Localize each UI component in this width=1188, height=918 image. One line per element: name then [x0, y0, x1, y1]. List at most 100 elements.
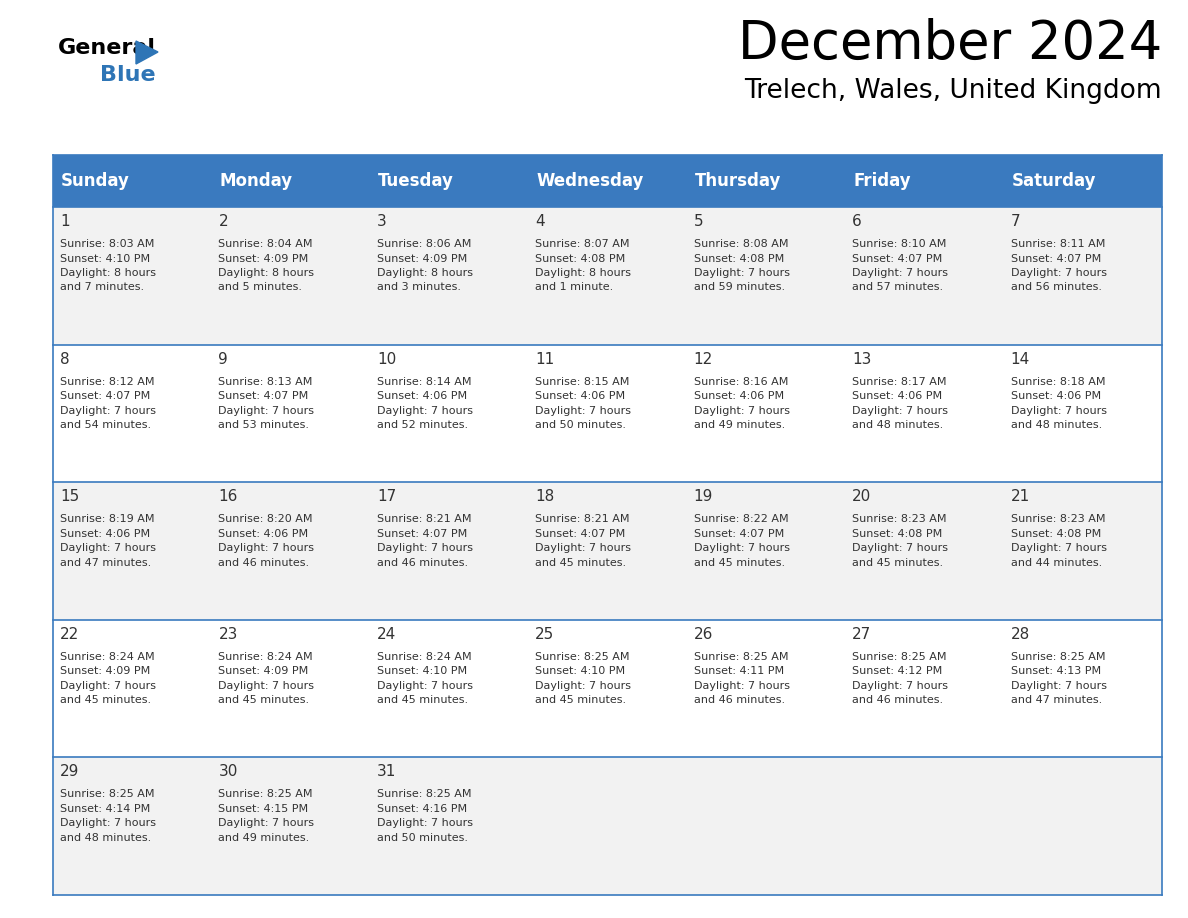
Text: 10: 10: [377, 352, 396, 366]
Text: and 1 minute.: and 1 minute.: [536, 283, 613, 293]
Text: and 57 minutes.: and 57 minutes.: [852, 283, 943, 293]
Text: Daylight: 7 hours: Daylight: 7 hours: [694, 681, 790, 691]
Text: and 46 minutes.: and 46 minutes.: [852, 695, 943, 705]
Text: and 56 minutes.: and 56 minutes.: [1011, 283, 1101, 293]
Text: 16: 16: [219, 489, 238, 504]
Bar: [53, 155, 1162, 207]
Text: Thursday: Thursday: [695, 172, 781, 190]
Bar: [53, 620, 1162, 757]
Text: Sunset: 4:09 PM: Sunset: 4:09 PM: [61, 666, 150, 677]
Text: 17: 17: [377, 489, 396, 504]
Text: Sunrise: 8:13 AM: Sunrise: 8:13 AM: [219, 376, 312, 386]
Text: Sunset: 4:09 PM: Sunset: 4:09 PM: [377, 253, 467, 263]
Text: Sunset: 4:07 PM: Sunset: 4:07 PM: [219, 391, 309, 401]
Text: Daylight: 7 hours: Daylight: 7 hours: [852, 543, 948, 554]
Text: and 47 minutes.: and 47 minutes.: [1011, 695, 1101, 705]
Text: Sunset: 4:06 PM: Sunset: 4:06 PM: [536, 391, 625, 401]
Text: 11: 11: [536, 352, 555, 366]
Text: Sunset: 4:07 PM: Sunset: 4:07 PM: [61, 391, 150, 401]
Text: and 47 minutes.: and 47 minutes.: [61, 558, 151, 567]
Text: Sunrise: 8:25 AM: Sunrise: 8:25 AM: [694, 652, 788, 662]
Text: Friday: Friday: [853, 172, 911, 190]
Text: 8: 8: [61, 352, 70, 366]
Text: Sunset: 4:07 PM: Sunset: 4:07 PM: [377, 529, 467, 539]
Text: 30: 30: [219, 765, 238, 779]
Text: Daylight: 7 hours: Daylight: 7 hours: [377, 543, 473, 554]
Text: Sunrise: 8:18 AM: Sunrise: 8:18 AM: [1011, 376, 1105, 386]
Text: Daylight: 8 hours: Daylight: 8 hours: [219, 268, 315, 278]
Text: Daylight: 7 hours: Daylight: 7 hours: [377, 819, 473, 828]
Text: Sunrise: 8:04 AM: Sunrise: 8:04 AM: [219, 239, 312, 249]
Text: 27: 27: [852, 627, 871, 642]
Text: Sunset: 4:16 PM: Sunset: 4:16 PM: [377, 804, 467, 814]
Text: and 52 minutes.: and 52 minutes.: [377, 420, 468, 431]
Text: Daylight: 7 hours: Daylight: 7 hours: [61, 681, 156, 691]
Text: Daylight: 7 hours: Daylight: 7 hours: [219, 819, 315, 828]
Text: Sunset: 4:06 PM: Sunset: 4:06 PM: [377, 391, 467, 401]
Text: Sunrise: 8:21 AM: Sunrise: 8:21 AM: [536, 514, 630, 524]
Text: Sunset: 4:10 PM: Sunset: 4:10 PM: [377, 666, 467, 677]
Text: Sunset: 4:09 PM: Sunset: 4:09 PM: [219, 253, 309, 263]
Text: Sunset: 4:07 PM: Sunset: 4:07 PM: [1011, 253, 1101, 263]
Text: Sunrise: 8:17 AM: Sunrise: 8:17 AM: [852, 376, 947, 386]
Text: 13: 13: [852, 352, 872, 366]
Text: 22: 22: [61, 627, 80, 642]
Text: and 53 minutes.: and 53 minutes.: [219, 420, 309, 431]
Bar: [53, 207, 1162, 344]
Text: Sunset: 4:06 PM: Sunset: 4:06 PM: [61, 529, 150, 539]
Text: Sunset: 4:06 PM: Sunset: 4:06 PM: [852, 391, 942, 401]
Text: 31: 31: [377, 765, 397, 779]
Text: 20: 20: [852, 489, 871, 504]
Bar: [53, 482, 1162, 620]
Text: Daylight: 7 hours: Daylight: 7 hours: [61, 406, 156, 416]
Text: Sunrise: 8:25 AM: Sunrise: 8:25 AM: [1011, 652, 1105, 662]
Text: Daylight: 7 hours: Daylight: 7 hours: [536, 406, 631, 416]
Text: Sunrise: 8:20 AM: Sunrise: 8:20 AM: [219, 514, 312, 524]
Text: Sunrise: 8:24 AM: Sunrise: 8:24 AM: [377, 652, 472, 662]
Text: Sunset: 4:06 PM: Sunset: 4:06 PM: [1011, 391, 1101, 401]
Text: 26: 26: [694, 627, 713, 642]
Text: 9: 9: [219, 352, 228, 366]
Text: Sunset: 4:08 PM: Sunset: 4:08 PM: [536, 253, 626, 263]
Text: Sunset: 4:07 PM: Sunset: 4:07 PM: [694, 529, 784, 539]
Text: and 3 minutes.: and 3 minutes.: [377, 283, 461, 293]
Text: Daylight: 7 hours: Daylight: 7 hours: [1011, 406, 1106, 416]
Text: and 45 minutes.: and 45 minutes.: [377, 695, 468, 705]
Text: Saturday: Saturday: [1011, 172, 1097, 190]
Text: 18: 18: [536, 489, 555, 504]
Text: Daylight: 7 hours: Daylight: 7 hours: [852, 681, 948, 691]
Text: Sunset: 4:11 PM: Sunset: 4:11 PM: [694, 666, 784, 677]
Text: Sunset: 4:07 PM: Sunset: 4:07 PM: [852, 253, 942, 263]
Text: Daylight: 7 hours: Daylight: 7 hours: [1011, 681, 1106, 691]
Text: Sunset: 4:06 PM: Sunset: 4:06 PM: [219, 529, 309, 539]
Text: Daylight: 7 hours: Daylight: 7 hours: [694, 406, 790, 416]
Text: Sunrise: 8:21 AM: Sunrise: 8:21 AM: [377, 514, 472, 524]
Text: Sunrise: 8:24 AM: Sunrise: 8:24 AM: [219, 652, 314, 662]
Text: and 5 minutes.: and 5 minutes.: [219, 283, 303, 293]
Text: Sunrise: 8:06 AM: Sunrise: 8:06 AM: [377, 239, 472, 249]
Text: Sunset: 4:10 PM: Sunset: 4:10 PM: [536, 666, 625, 677]
Text: 12: 12: [694, 352, 713, 366]
Polygon shape: [135, 41, 158, 64]
Text: and 45 minutes.: and 45 minutes.: [536, 558, 626, 567]
Text: Daylight: 7 hours: Daylight: 7 hours: [694, 543, 790, 554]
Text: Sunrise: 8:25 AM: Sunrise: 8:25 AM: [536, 652, 630, 662]
Text: Sunset: 4:08 PM: Sunset: 4:08 PM: [1011, 529, 1101, 539]
Text: Trelech, Wales, United Kingdom: Trelech, Wales, United Kingdom: [745, 78, 1162, 104]
Bar: [53, 344, 1162, 482]
Text: 14: 14: [1011, 352, 1030, 366]
Text: Daylight: 7 hours: Daylight: 7 hours: [536, 681, 631, 691]
Text: Blue: Blue: [100, 65, 156, 85]
Text: and 48 minutes.: and 48 minutes.: [61, 833, 151, 843]
Text: Sunset: 4:07 PM: Sunset: 4:07 PM: [536, 529, 626, 539]
Text: and 59 minutes.: and 59 minutes.: [694, 283, 785, 293]
Text: Sunrise: 8:08 AM: Sunrise: 8:08 AM: [694, 239, 788, 249]
Text: 21: 21: [1011, 489, 1030, 504]
Text: Sunset: 4:09 PM: Sunset: 4:09 PM: [219, 666, 309, 677]
Text: and 50 minutes.: and 50 minutes.: [536, 420, 626, 431]
Text: Sunrise: 8:16 AM: Sunrise: 8:16 AM: [694, 376, 788, 386]
Text: Sunrise: 8:07 AM: Sunrise: 8:07 AM: [536, 239, 630, 249]
Text: 7: 7: [1011, 214, 1020, 229]
Bar: [53, 757, 1162, 895]
Text: 1: 1: [61, 214, 70, 229]
